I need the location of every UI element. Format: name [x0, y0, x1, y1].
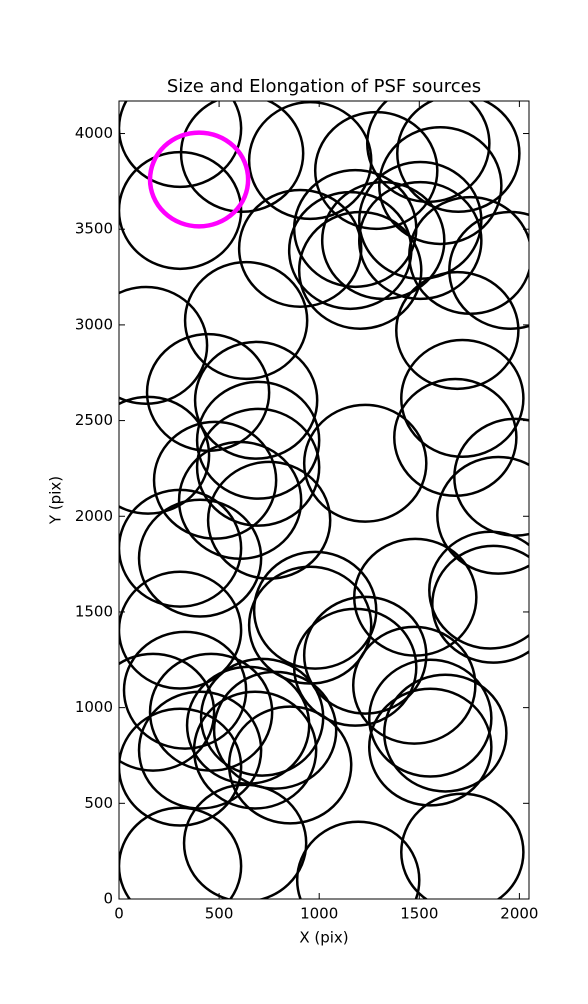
psf-source	[396, 101, 521, 214]
psf-source	[395, 270, 520, 391]
psf-source	[351, 625, 477, 745]
psf-source	[119, 488, 243, 608]
x-tick-label: 1000	[300, 905, 338, 923]
psf-source	[119, 806, 243, 899]
psf-source	[193, 340, 319, 460]
psf-source	[320, 180, 446, 301]
psf-source	[400, 792, 525, 899]
y-tick-label: 2500	[75, 411, 113, 429]
psf-source	[431, 544, 529, 664]
psf-source	[192, 690, 318, 810]
plot-area	[119, 101, 529, 899]
psf-source	[183, 260, 309, 381]
y-tick-label: 3000	[75, 315, 113, 333]
chart-title: Size and Elongation of PSF sources	[167, 76, 481, 97]
psf-source	[119, 285, 209, 405]
psf-source	[297, 210, 423, 330]
x-tick-label: 1500	[400, 905, 438, 923]
x-tick-label: 500	[205, 905, 234, 923]
psf-source	[383, 673, 508, 793]
psf-source	[152, 420, 278, 540]
psf-source	[122, 630, 248, 750]
psf-source	[247, 101, 373, 221]
psf-source	[137, 498, 263, 618]
psf-source	[436, 455, 529, 575]
psf-source	[119, 652, 216, 772]
x-tick-label: 2000	[500, 905, 538, 923]
psf-source	[428, 530, 529, 650]
y-tick-label: 1000	[75, 698, 113, 716]
x-tick-label: 0	[114, 905, 124, 923]
psf-source	[137, 690, 263, 810]
psf-source	[302, 403, 428, 523]
psf-source	[119, 570, 243, 690]
psf-source	[448, 210, 529, 330]
psf-source	[206, 460, 332, 580]
psf-source	[252, 550, 378, 670]
psf-source	[182, 783, 308, 899]
psf-source	[393, 377, 518, 498]
psf-source	[119, 150, 243, 271]
y-tick-label: 3500	[75, 220, 113, 238]
psf-source	[147, 130, 251, 229]
psf-source	[302, 595, 428, 715]
psf-source	[119, 395, 211, 515]
psf-source	[367, 687, 493, 807]
psf-source	[195, 407, 321, 527]
y-tick-label: 500	[84, 794, 113, 812]
y-axis-label: Y (pix)	[47, 476, 65, 525]
psf-source	[119, 707, 243, 827]
frame	[118, 100, 530, 900]
psf-source	[378, 125, 503, 246]
psf-source	[195, 380, 321, 500]
psf-source	[357, 180, 483, 301]
psf-source	[212, 670, 338, 790]
psf-source	[295, 820, 421, 899]
y-tick-label: 2000	[75, 507, 113, 525]
y-tick-label: 0	[103, 890, 113, 908]
y-tick-label: 4000	[75, 124, 113, 142]
psf-source	[400, 338, 525, 459]
psf-source	[227, 705, 353, 825]
psf-source	[237, 188, 363, 308]
x-axis-label: X (pix)	[299, 929, 348, 947]
psf-source	[119, 101, 243, 189]
y-tick-label: 1500	[75, 602, 113, 620]
psf-source	[367, 658, 493, 778]
